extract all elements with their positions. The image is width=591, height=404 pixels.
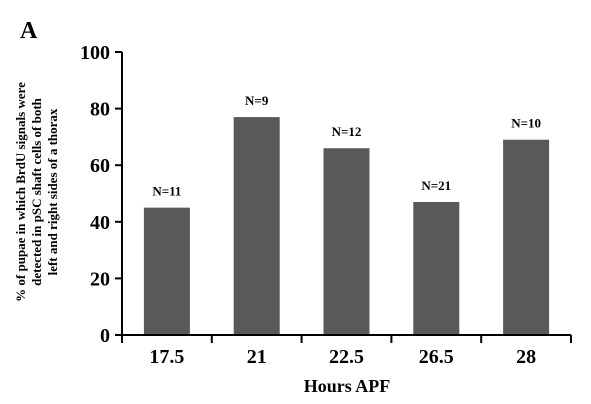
data-label-17.5: N=11 — [152, 184, 181, 199]
bar-26.5 — [413, 201, 460, 335]
y-tick-label: 80 — [90, 99, 110, 121]
x-axis-label: Hours APF — [304, 376, 391, 396]
x-tick-label-26.5: 26.5 — [419, 346, 454, 368]
x-tick-label-21: 21 — [247, 346, 267, 368]
y-axis-label-line-3: left and right sides of a thorax — [45, 108, 60, 275]
y-tick-label: 20 — [90, 268, 110, 290]
panel-label: A — [20, 18, 38, 44]
y-axis-label-line-1: % of pupae in which BrdU signals were — [13, 82, 28, 302]
bar-28 — [503, 139, 550, 335]
y-tick-label: 40 — [90, 212, 110, 234]
data-labels: N=11 N=9 N=12 N=21 N=10 — [152, 93, 541, 199]
y-axis-label-line-2: detected in pSC shaft cells of both — [29, 97, 44, 286]
y-axis-ticks: 0 20 40 60 80 100 — [80, 42, 122, 347]
y-axis-label: % of pupae in which BrdU signals were de… — [13, 82, 60, 302]
bar-17.5 — [143, 207, 190, 335]
bar-22.5 — [323, 148, 370, 335]
y-tick-label: 100 — [80, 42, 110, 64]
x-axis-ticks: 17.5 21 22.5 26.5 28 — [121, 335, 572, 368]
x-tick-label-22.5: 22.5 — [329, 346, 364, 368]
y-tick-label: 0 — [100, 325, 110, 347]
data-label-22.5: N=12 — [332, 124, 362, 139]
data-label-26.5: N=21 — [421, 178, 451, 193]
data-label-28: N=10 — [511, 116, 541, 131]
data-label-21: N=9 — [245, 93, 269, 108]
x-tick-label-17.5: 17.5 — [149, 346, 184, 368]
y-tick-label: 60 — [90, 155, 110, 177]
bars — [143, 117, 550, 335]
x-tick-label-28: 28 — [516, 346, 536, 368]
bar-21 — [233, 117, 280, 335]
